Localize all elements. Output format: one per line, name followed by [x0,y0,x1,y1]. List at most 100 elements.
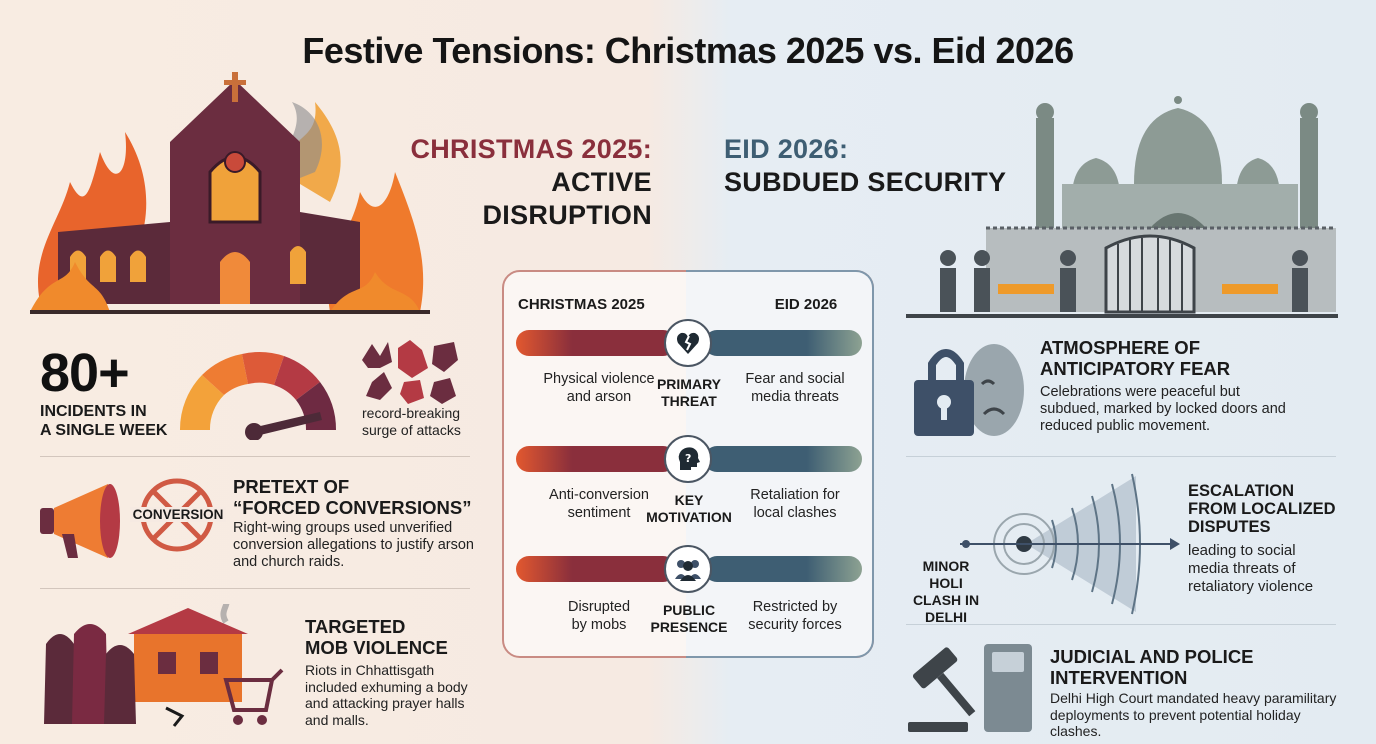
incident-count: 80+ [40,343,130,403]
row3-category: PUBLIC PRESENCE [644,602,734,636]
row1-eid-bar [704,330,862,356]
question-head-icon: ? [664,435,712,483]
row1-christmas-line2: and arson [566,389,632,405]
fear-body-line3: reduced public movement. [1040,418,1211,434]
judicial-title-line1: JUDICIAL AND POLICE [1050,646,1254,667]
holi-clash-label: MINOR HOLI CLASH IN DELHI [906,558,986,626]
attack-symbols-icon [362,340,458,404]
mob-body-line3: and attacking prayer halls [305,695,465,711]
row3-category-line2: PRESENCE [650,619,728,635]
conversion-badge: CONVERSION [130,507,226,522]
pretext-title: PRETEXT OF “FORCED CONVERSIONS” [233,476,471,518]
row2-christmas-line1: Anti-conversion [549,487,649,503]
judicial-title: JUDICIAL AND POLICE INTERVENTION [1050,646,1254,688]
row3-christmas-line1: Disrupted [567,599,631,615]
row3-christmas-line2: by mobs [571,617,627,633]
row1-christmas-line1: Physical violence [543,371,655,387]
christmas-heading-subtitle: ACTIVE DISRUPTION [482,167,652,230]
incident-label-line1: INCIDENTS IN [40,403,147,420]
right-divider-2 [906,624,1336,625]
pretext-body-line3: and church raids. [233,554,345,570]
escalation-title-line3: DISPUTES [1188,518,1271,536]
row2-category-line2: MOTIVATION [646,509,732,525]
row1-eid-text: Fear and social media threats [722,370,868,406]
escalation-body-line3: retaliatory violence [1188,578,1314,595]
christmas-heading-year: CHRISTMAS 2025: [410,134,652,164]
eid-heading-subtitle: SUBDUED SECURITY [724,167,1007,197]
broken-heart-icon [664,319,712,367]
gavel-and-shield-icon [908,644,1032,732]
judicial-body-line2: deployments to prevent potential holiday [1050,706,1301,723]
row3-christmas-bar [516,556,676,582]
row1-eid-line1: Fear and social [745,371,845,387]
escalation-body-line1: leading to social [1188,542,1296,559]
mob-body-line2: included exhuming a body [305,678,468,695]
attack-note-line1: record-breaking [362,405,461,421]
burning-church-illustration [30,72,430,314]
judicial-body-line1: Delhi High Court mandated heavy paramili… [1050,690,1337,706]
row2-eid-text: Retaliation for local clashes [722,486,868,522]
pretext-body-line2: conversion allegations to justify arson [233,537,474,553]
holi-clash-line3: DELHI [925,609,967,625]
row1-eid-line2: media threats [751,389,839,405]
gauge-icon [179,352,337,440]
guarded-mosque-illustration [906,96,1338,318]
pretext-title-line1: PRETEXT OF [233,476,350,497]
mob-title: TARGETED MOB VIOLENCE [305,616,448,658]
fear-title-line1: ATMOSPHERE OF [1040,337,1200,358]
mob-body: Riots in Chhattisgath included exhuming … [305,662,485,728]
left-divider-2 [40,588,470,589]
mob-title-line2: MOB VIOLENCE [305,637,448,658]
row2-eid-line1: Retaliation for [750,487,840,503]
fear-body-line1: Celebrations were peaceful but [1040,384,1240,400]
escalation-title: ESCALATION FROM LOCALIZED DISPUTES [1188,482,1336,536]
mob-body-line4: and malls. [305,711,369,728]
comparison-panel: CHRISTMAS 2025 EID 2026 Physical violenc… [502,270,874,658]
fear-title-line2: ANTICIPATORY FEAR [1040,358,1231,379]
row1-christmas-text: Physical violence and arson [514,370,684,406]
escalation-body: leading to social media threats of retal… [1188,542,1358,596]
pretext-title-line2: “FORCED CONVERSIONS” [233,497,472,518]
pretext-body: Right-wing groups used unverified conver… [233,520,483,571]
row2-eid-line2: local clashes [753,505,837,521]
escalation-title-line1: ESCALATION [1188,482,1295,500]
fear-body: Celebrations were peaceful but subdued, … [1040,384,1340,435]
row3-eid-bar [704,556,862,582]
row2-category-line1: KEY [674,492,704,508]
mob-riot-illustration [44,604,284,727]
row1-category: PRIMARY THREAT [644,376,734,410]
christmas-heading: CHRISTMAS 2025: ACTIVE DISRUPTION [380,133,652,232]
eid-heading: EID 2026: SUBDUED SECURITY [724,133,1024,199]
people-group-icon [664,545,712,593]
incident-label-line2: A SINGLE WEEK [40,422,168,439]
ripple-escalation-icon [960,473,1180,615]
row2-category: KEY MOTIVATION [644,492,734,526]
judicial-body: Delhi High Court mandated heavy paramili… [1050,690,1360,740]
mob-title-line1: TARGETED [305,616,406,637]
left-divider-1 [40,456,470,457]
eid-heading-year: EID 2026: [724,134,849,164]
row1-category-line1: PRIMARY [656,376,722,392]
attack-note-line2: surge of attacks [362,422,461,438]
comparison-left-header: CHRISTMAS 2025 [518,296,645,313]
megaphone-icon [40,484,120,558]
comparison-right-header: EID 2026 [774,296,838,313]
row3-eid-text: Restricted by security forces [722,598,868,634]
row2-christmas-line2: sentiment [567,505,631,521]
mob-body-line1: Riots in Chhattisgath [305,662,435,678]
attack-note: record-breaking surge of attacks [362,405,472,439]
row2-eid-bar [704,446,862,472]
incident-count-label: INCIDENTS IN A SINGLE WEEK [40,402,167,440]
fear-body-line2: subdued, marked by locked doors and [1040,401,1286,417]
holi-clash-line1: MINOR HOLI [922,558,970,591]
pretext-body-line1: Right-wing groups used unverified [233,520,453,536]
holi-clash-line2: CLASH IN [912,592,980,608]
row3-eid-line2: security forces [748,617,842,633]
row1-christmas-bar [516,330,676,356]
escalation-title-line2: FROM LOCALIZED [1188,500,1336,518]
row3-christmas-text: Disrupted by mobs [514,598,684,634]
right-divider-1 [906,456,1336,457]
judicial-body-line3: clashes. [1050,723,1102,739]
row2-christmas-text: Anti-conversion sentiment [514,486,684,522]
row1-category-line2: THREAT [661,393,717,409]
